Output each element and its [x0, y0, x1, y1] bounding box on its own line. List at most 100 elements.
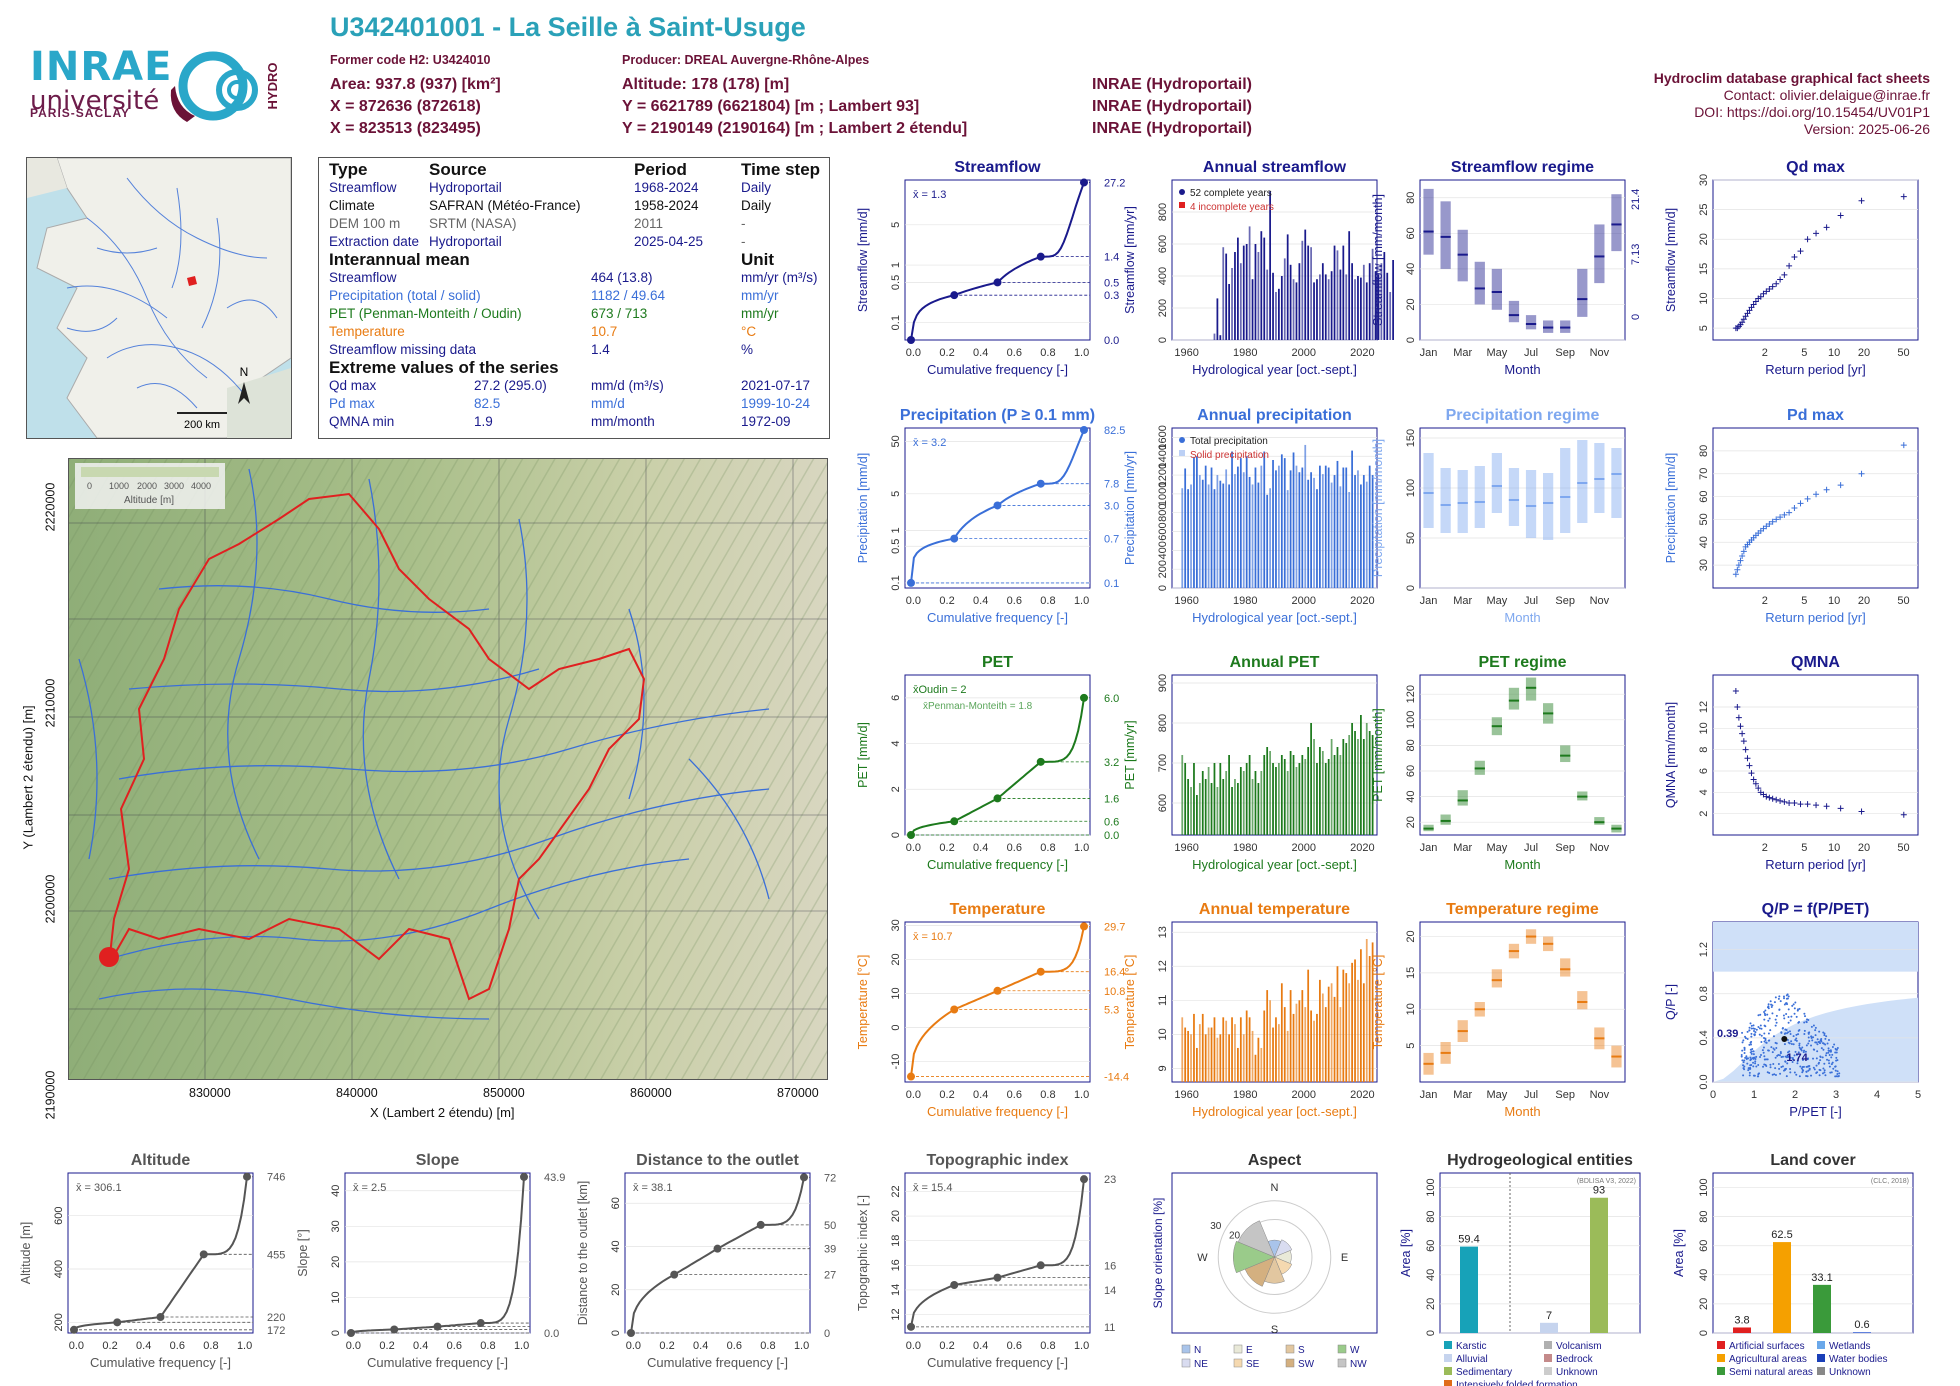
data-point: [1835, 1056, 1838, 1059]
bar: [1272, 460, 1274, 588]
x-tick-label: Jul: [1524, 347, 1538, 359]
chart-title: Aspect: [1248, 1152, 1302, 1169]
y-tick-label: 5: [1698, 325, 1710, 331]
bar: [1275, 1017, 1277, 1082]
data-point: [1827, 1059, 1830, 1062]
bar: [1193, 457, 1195, 588]
y-tick-label: 600: [1157, 522, 1169, 540]
y-tick-label: 100: [1405, 711, 1417, 729]
bar: [1362, 264, 1365, 340]
y-axis-label: Temperature [°C]: [1123, 955, 1137, 1050]
bar: [1228, 755, 1230, 835]
header-right: Hydroclim database graphical fact sheets…: [1654, 70, 1930, 138]
y-tick-label: 11: [1157, 995, 1169, 1006]
bar: [1336, 747, 1339, 835]
bar-value-label: 3.8: [1734, 1314, 1749, 1326]
chart-title: Pd max: [1787, 407, 1844, 424]
bar: [1266, 990, 1269, 1082]
bar: [1237, 466, 1239, 588]
quantile-point: [993, 278, 1002, 287]
y-tick-label: 40: [1405, 263, 1417, 275]
bar: [1280, 755, 1283, 835]
doi: DOI: https://doi.org/10.15454/UV01P1: [1694, 104, 1930, 120]
data-point: [1789, 1071, 1792, 1074]
data-point: [1769, 1029, 1772, 1032]
data-point: [1774, 996, 1777, 999]
y-tick-label: 30: [1698, 559, 1710, 571]
data-point: [1779, 1000, 1782, 1003]
bar: [1295, 282, 1298, 340]
data-point: [1777, 276, 1784, 283]
mean-name: PET (Penman-Monteith / Oudin): [329, 306, 522, 321]
data-point: [1795, 1053, 1798, 1056]
data-point: [1825, 1052, 1828, 1055]
data-point: [1802, 1051, 1805, 1054]
bar: [1313, 477, 1315, 588]
data-point: [1819, 1042, 1822, 1045]
bar: [1207, 767, 1210, 835]
data-point: [1782, 1014, 1785, 1017]
x-tick-label: 0.6: [727, 1340, 742, 1352]
data-point: [1784, 1060, 1787, 1063]
producer: Producer: DREAL Auvergne-Rhône-Alpes: [622, 53, 870, 67]
data-point: [1774, 1018, 1777, 1021]
quantile-point: [907, 578, 915, 587]
data-point: [1742, 1061, 1745, 1064]
data-point: [1816, 1071, 1819, 1074]
y-tick-label: 0: [1405, 585, 1417, 591]
map-xtick: 850000: [483, 1086, 525, 1100]
bar: [1193, 1013, 1195, 1082]
data-point: [1766, 1013, 1769, 1016]
bar: [1254, 467, 1257, 588]
mean-point: [1781, 1035, 1788, 1042]
mean-label: x̄ = 10.7: [913, 931, 952, 943]
quantile-label: 3.0: [1104, 500, 1119, 512]
x-tick-label: 1980: [1233, 842, 1257, 854]
bar: [1357, 739, 1359, 835]
box: [1440, 468, 1451, 533]
quantile-point: [907, 1072, 915, 1081]
quantile-point: [907, 1322, 915, 1331]
bar: [1310, 723, 1312, 835]
bar: [1360, 949, 1362, 1082]
data-point: [1801, 1065, 1804, 1068]
x-tick-label: 0.4: [693, 1340, 708, 1352]
data-point: [1810, 1044, 1813, 1047]
data-point: [1774, 1024, 1777, 1027]
x-tick-label: 0.4: [973, 347, 988, 359]
y-tick-label: 10: [1698, 292, 1710, 304]
data-point: [1796, 1062, 1799, 1065]
bar: [1219, 1034, 1222, 1082]
bar: [1360, 715, 1362, 835]
y-tick-label: 800: [1157, 714, 1169, 732]
bar: [1245, 1010, 1248, 1082]
legend-entry: SE: [1246, 1359, 1260, 1370]
data-point: [1750, 1032, 1753, 1035]
data-point: [1763, 793, 1770, 800]
data-point: [1750, 776, 1757, 783]
data-point: [1835, 1051, 1838, 1054]
data-point: [1773, 1048, 1776, 1051]
legend-swatch: [1337, 1344, 1347, 1354]
data-point: [1828, 1054, 1831, 1057]
quantile-label: 72: [824, 1172, 836, 1184]
bar: [1181, 755, 1184, 835]
data-point: [1743, 1048, 1746, 1051]
y-tick-label: 4: [890, 741, 902, 747]
data-point: [1769, 1063, 1772, 1066]
x-axis-label: Month: [1504, 1104, 1540, 1119]
bar: [1295, 465, 1298, 588]
bar: [1283, 458, 1286, 588]
data-point: [1741, 1041, 1744, 1044]
quantile-point: [113, 1318, 122, 1327]
bar: [1307, 747, 1310, 835]
bar: [1330, 271, 1333, 340]
data-point: [1786, 1003, 1789, 1006]
bar: [1321, 751, 1324, 835]
data-point: [1781, 1055, 1784, 1058]
bar: [1190, 484, 1192, 588]
y-tick-label: 30: [330, 1220, 342, 1232]
bar: [1198, 783, 1201, 835]
data-point: [1760, 1041, 1763, 1044]
y-tick-label: 40: [610, 1240, 622, 1252]
